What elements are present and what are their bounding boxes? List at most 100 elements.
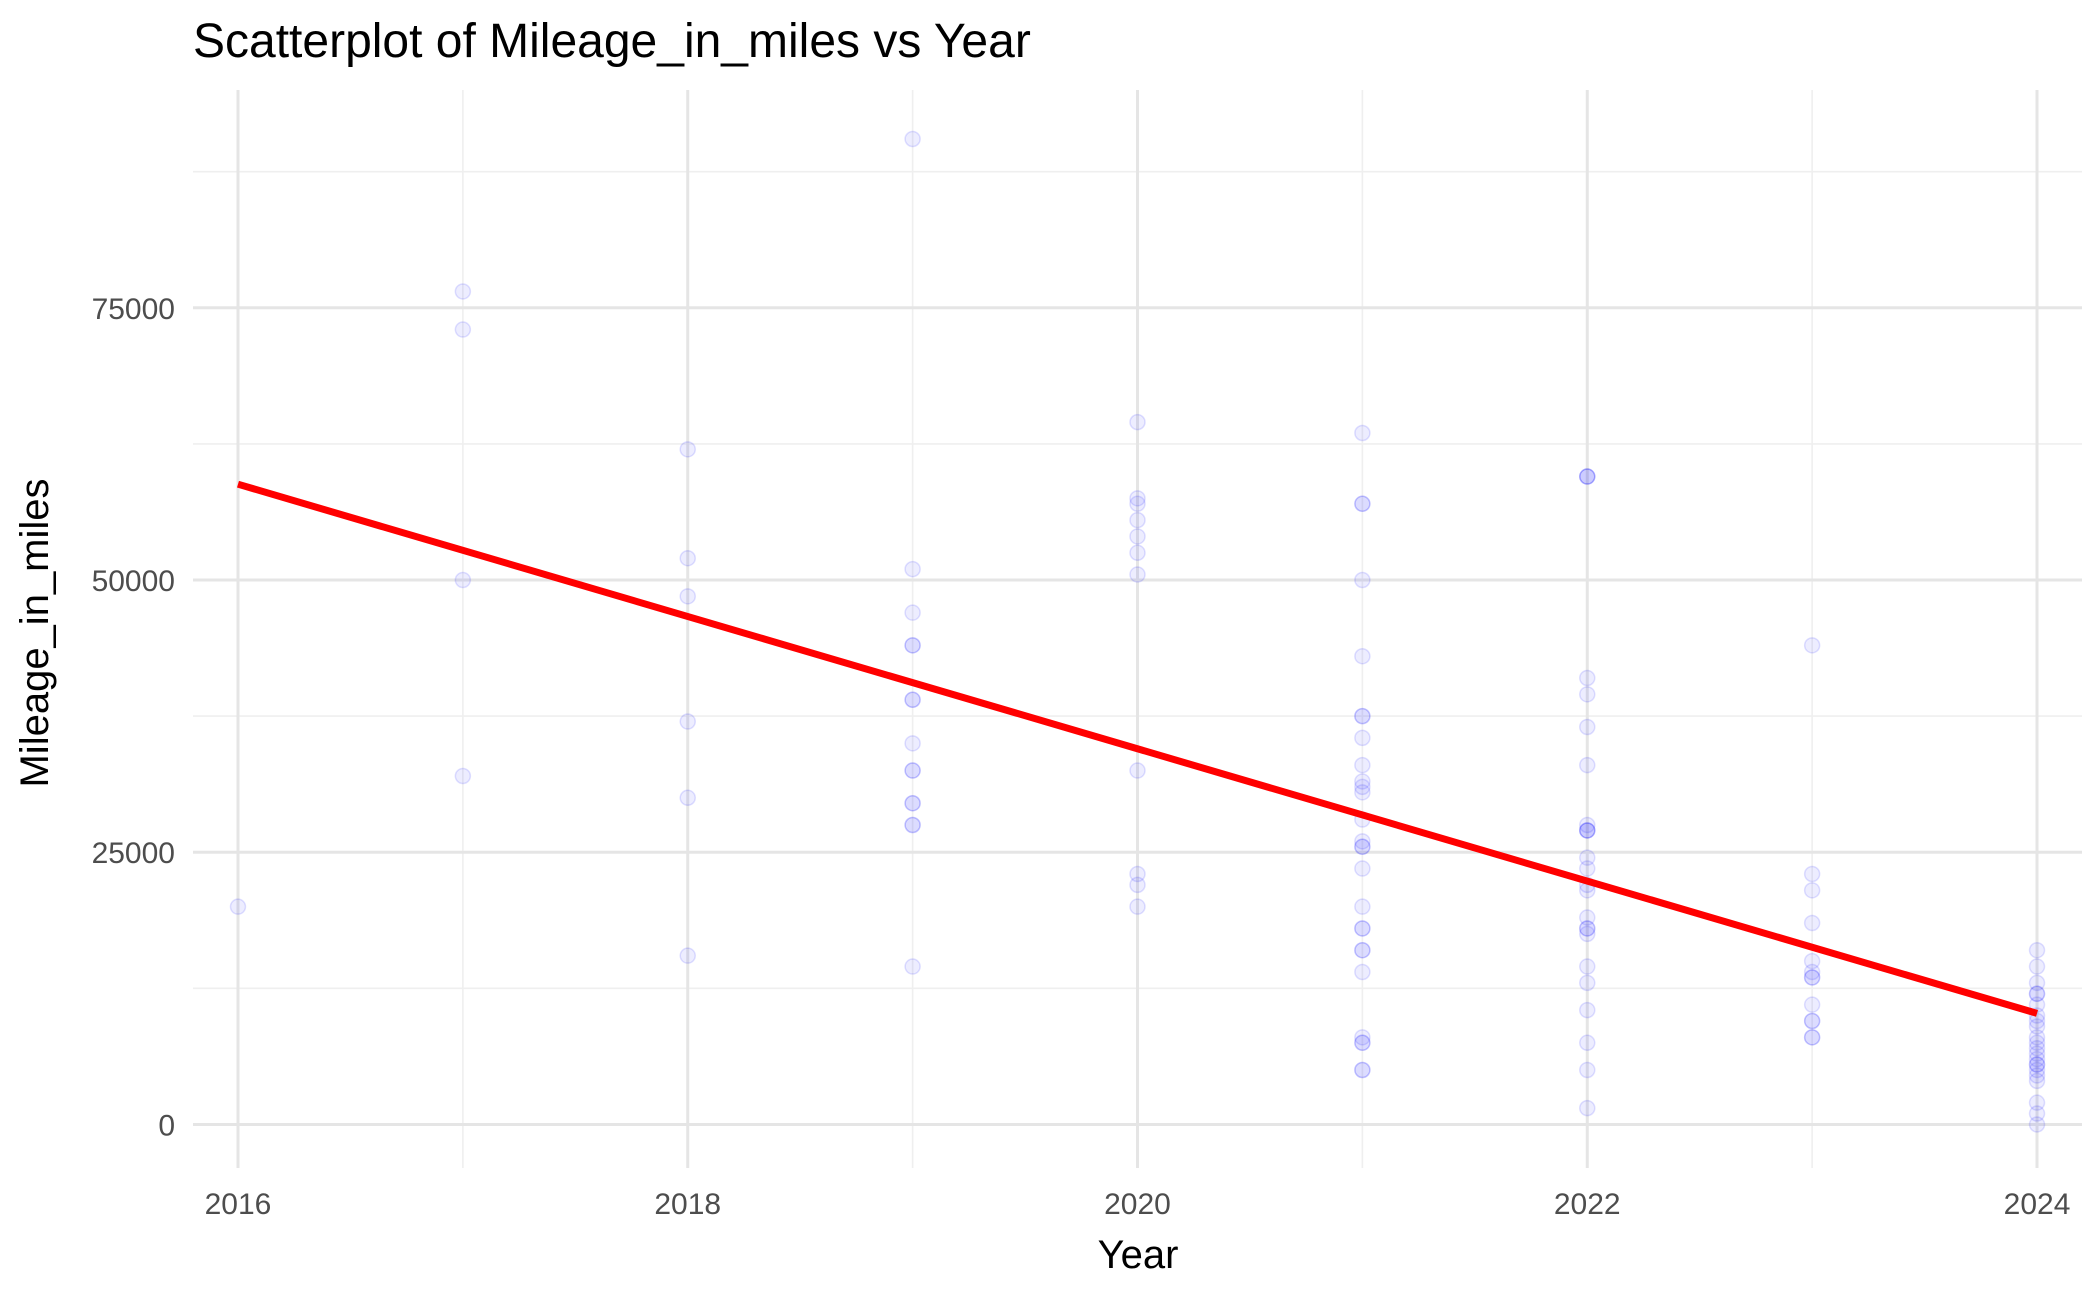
scatter-point: [1354, 898, 1371, 915]
scatter-point: [2028, 1056, 2046, 1073]
scatter-point: [904, 794, 921, 812]
scatter-point: [1354, 1034, 1371, 1052]
scatter-point: [1354, 1061, 1371, 1079]
scatter-point: [1354, 838, 1371, 856]
scatter-point: [1803, 1029, 1821, 1046]
scatter-point: [1354, 707, 1371, 725]
scatter-point: [1354, 838, 1371, 856]
scatter-point: [1354, 963, 1371, 981]
scatter-point: [904, 762, 921, 779]
scatter-point: [1579, 1099, 1596, 1117]
scatter-point: [1579, 669, 1596, 687]
scatter-point: [1579, 974, 1596, 992]
scatter-point: [1579, 1034, 1596, 1052]
scatter-point: [1803, 882, 1821, 899]
scatter-point: [679, 588, 696, 605]
scatter-point: [1354, 495, 1371, 513]
scatter-point: [1579, 1061, 1596, 1079]
scatter-point: [1354, 1061, 1371, 1079]
x-tick-label: 2024: [2004, 1188, 2071, 1221]
scatter-point: [2028, 1056, 2046, 1073]
scatter-point: [904, 762, 921, 779]
scatter-point: [1803, 1029, 1821, 1046]
scatter-point: [1579, 686, 1596, 703]
scatter-point: [904, 816, 921, 834]
scatter-point: [679, 947, 696, 964]
scatter-point: [1579, 860, 1596, 877]
scatter-point: [1354, 647, 1371, 665]
y-tick-label: 0: [158, 1109, 175, 1142]
scatter-point: [1579, 920, 1596, 937]
grid-lines: [193, 90, 2082, 1168]
scatter-point: [1129, 544, 1146, 562]
scatter-point: [1354, 941, 1371, 959]
scatter-point: [904, 637, 921, 654]
scatter-point: [2028, 1018, 2046, 1035]
scatter-point: [1579, 920, 1596, 937]
scatter-point: [904, 691, 921, 709]
scatter-point: [1579, 822, 1596, 839]
scatter-point: [2028, 1072, 2046, 1090]
scatter-point: [1579, 718, 1596, 736]
scatter-point: [1129, 495, 1146, 513]
scatter-point: [1803, 865, 1821, 883]
x-axis-title: Year: [1098, 1233, 1179, 1277]
scatter-point: [679, 441, 696, 458]
scatter-point: [2028, 1039, 2046, 1057]
y-axis-title: Mileage_in_miles: [13, 478, 57, 787]
scatter-point: [1129, 413, 1146, 431]
scatter-point: [229, 898, 247, 915]
scatter-point: [1579, 925, 1596, 943]
scatter-point: [1579, 468, 1596, 485]
trend-line-layer: [236, 480, 2039, 1017]
scatter-point: [1354, 729, 1371, 747]
scatter-point: [1579, 468, 1596, 485]
scatter-point: [1354, 424, 1371, 442]
scatter-point: [904, 794, 921, 812]
scatter-point: [1579, 909, 1596, 926]
scatter-point: [2028, 974, 2046, 992]
scatter-point: [1354, 1029, 1371, 1046]
scatter-point: [904, 958, 921, 975]
scatter-point: [1579, 822, 1596, 839]
y-tick-label: 75000: [92, 293, 175, 326]
scatter-point: [1129, 876, 1146, 894]
scatter-point: [1579, 849, 1596, 866]
scatter-point: [1803, 996, 1821, 1013]
scatter-point: [679, 789, 696, 807]
scatter-point: [1129, 566, 1146, 583]
scatter-point: [1803, 963, 1821, 981]
scatter-point: [1579, 816, 1596, 834]
scatter-point: [1354, 1034, 1371, 1052]
y-tick-label: 25000: [92, 837, 175, 870]
trend-line: [236, 480, 2039, 1017]
scatter-point: [1354, 920, 1371, 937]
scatter-point: [1129, 898, 1146, 915]
scatter-point: [1129, 511, 1146, 529]
scatter-point: [1803, 952, 1821, 970]
scatter-point: [1129, 490, 1146, 507]
scatter-point: [2028, 1061, 2046, 1079]
scatter-point: [1579, 958, 1596, 975]
scatter-point: [2028, 941, 2046, 959]
y-tick-label: 50000: [92, 565, 175, 598]
scatter-point: [1579, 1001, 1596, 1019]
scatter-point: [1579, 822, 1596, 839]
scatter-point: [454, 283, 472, 300]
scatter-point: [1354, 860, 1371, 877]
scatter-point: [1354, 920, 1371, 937]
scatter-point: [1803, 1012, 1821, 1030]
x-tick-label: 2020: [1104, 1188, 1171, 1221]
scatter-point: [2028, 1105, 2046, 1122]
scatter-point: [679, 713, 696, 730]
scatter-point: [1354, 784, 1371, 801]
scatter-point: [904, 735, 921, 752]
scatter-point: [2028, 1045, 2046, 1062]
scatter-point: [1354, 756, 1371, 774]
scatter-point: [1354, 495, 1371, 513]
scatter-point: [454, 767, 472, 785]
scatter-point: [2028, 985, 2046, 1003]
scatter-point: [2028, 1034, 2046, 1052]
